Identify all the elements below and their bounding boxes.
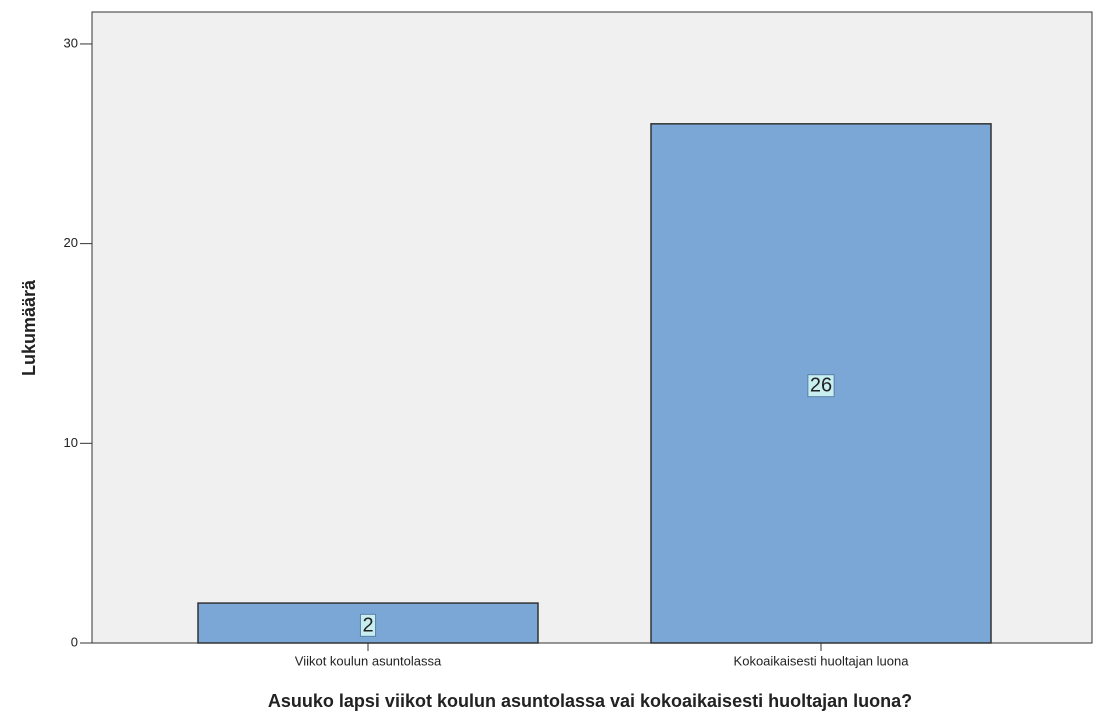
x-axis-title: Asuuko lapsi viikot koulun asuntolassa v… xyxy=(268,691,912,711)
data-label-box xyxy=(359,613,377,637)
data-label: 26 xyxy=(810,375,832,397)
y-tick-label: 20 xyxy=(64,235,78,250)
x-tick-label: Kokoaikaisesti huoltajan luona xyxy=(734,653,910,668)
x-tick-label: Viikot koulun asuntolassa xyxy=(295,653,442,668)
y-tick-label: 30 xyxy=(64,35,78,50)
y-axis-title: Lukumäärä xyxy=(19,279,39,376)
data-label: 2 xyxy=(362,614,373,636)
y-tick-label: 10 xyxy=(64,435,78,450)
data-label-box xyxy=(807,374,835,398)
y-tick-label: 0 xyxy=(71,634,78,649)
